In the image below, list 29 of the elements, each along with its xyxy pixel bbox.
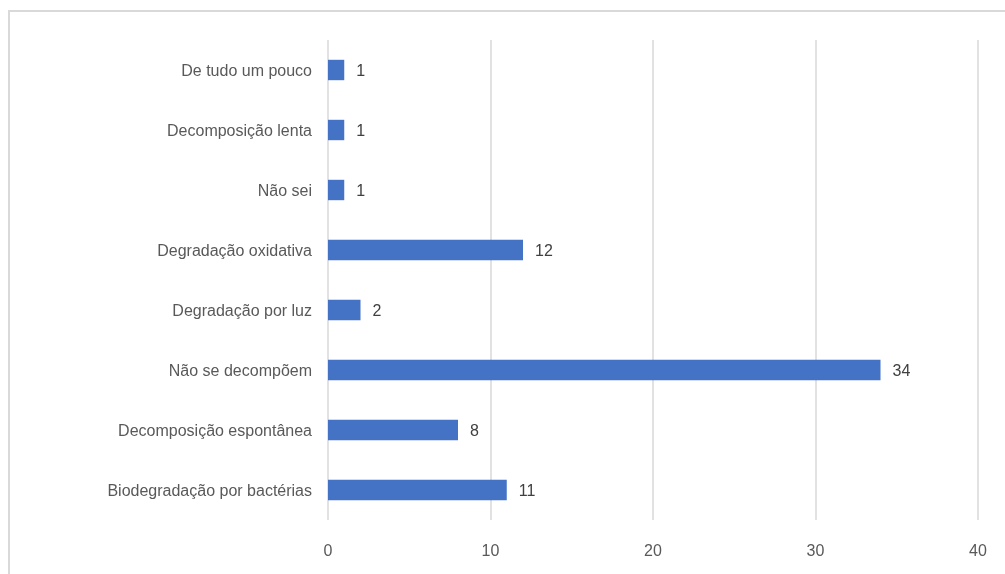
data-label: 11 [518, 481, 536, 499]
y-tick-label: De tudo um pouco [181, 61, 313, 79]
data-label: 2 [372, 301, 382, 319]
data-label: 1 [356, 181, 366, 199]
bar [328, 479, 507, 501]
y-tick-label: Decomposição espontânea [118, 421, 313, 439]
bar [328, 359, 881, 381]
y-tick-label: Degradação por luz [172, 301, 312, 319]
x-tick-label: 20 [644, 541, 662, 559]
data-label: 8 [470, 421, 479, 439]
y-tick-label: Degradação oxidativa [157, 241, 313, 259]
bar [328, 59, 345, 81]
x-tick-label: 0 [323, 541, 333, 559]
bar [328, 119, 345, 141]
y-tick-label: Biodegradação por bactérias [107, 481, 312, 499]
data-label: 34 [892, 361, 911, 379]
bar [328, 179, 345, 201]
x-tick-label: 40 [969, 541, 987, 559]
y-tick-label: Não sei [257, 181, 312, 199]
bar [328, 239, 523, 261]
data-label: 1 [356, 121, 366, 139]
y-tick-label: Decomposição lenta [167, 121, 313, 139]
y-tick-label: Não se decompõem [168, 361, 312, 379]
data-label: 12 [535, 241, 553, 259]
bar [328, 299, 361, 321]
data-label: 1 [356, 61, 366, 79]
bar [328, 419, 458, 441]
x-tick-label: 30 [806, 541, 825, 559]
x-tick-label: 10 [481, 541, 500, 559]
